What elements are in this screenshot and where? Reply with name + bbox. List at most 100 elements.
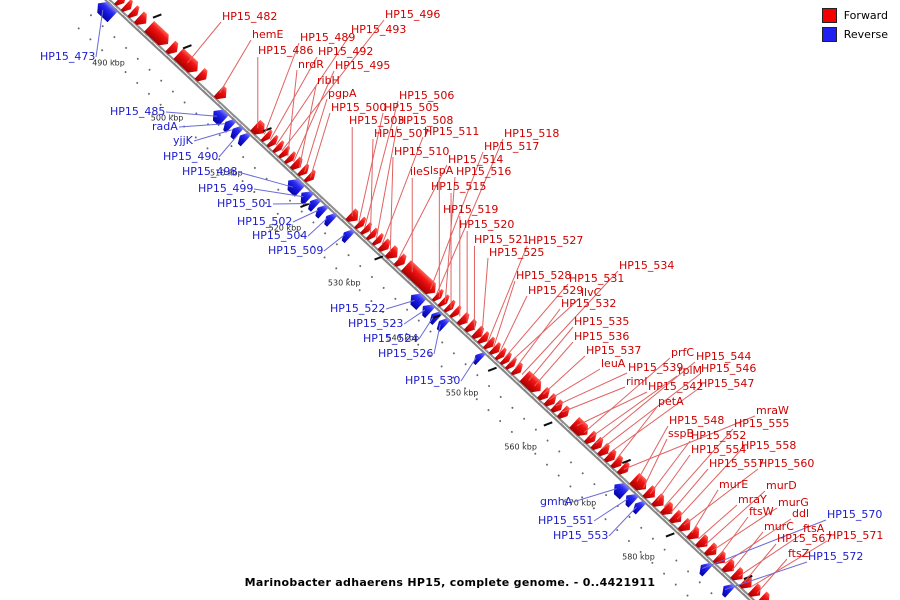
gene-label[interactable]: HP15_492 [318, 45, 374, 58]
gene-label[interactable]: HP15_522 [330, 302, 386, 315]
gene-label[interactable]: rplM [678, 364, 703, 377]
gene-label[interactable]: HP15_528 [516, 269, 572, 282]
gene-label[interactable]: HP15_558 [741, 439, 797, 452]
gene-label[interactable]: HP15_526 [378, 347, 434, 360]
gene-label[interactable]: rimI [626, 375, 648, 388]
gene-label[interactable]: HP15_473 [40, 50, 96, 63]
minor-tick-dot [171, 90, 175, 93]
gene-label[interactable]: HP15_570 [827, 508, 883, 521]
gene-label[interactable]: HP15_518 [504, 127, 560, 140]
label-leader-line [698, 504, 738, 540]
gene-label[interactable]: HP15_521 [474, 233, 530, 246]
gene-label[interactable]: ftsZ [788, 547, 810, 560]
label-leader-line [562, 386, 626, 413]
gene-label[interactable]: HP15_499 [198, 182, 254, 195]
gene-label[interactable]: HP15_553 [553, 529, 609, 542]
gene-label[interactable]: HP15_560 [759, 457, 815, 470]
minor-tick-dot [148, 68, 151, 72]
minor-tick-dot [124, 46, 128, 50]
gene-label[interactable]: radA [152, 120, 178, 133]
gene-label[interactable]: HP15_516 [456, 165, 512, 178]
gene-arrow-forward[interactable] [144, 21, 173, 50]
gene-label[interactable]: HP15_554 [691, 443, 747, 456]
gene-label[interactable]: HP15_495 [335, 59, 391, 72]
gene-label[interactable]: HP15_555 [734, 417, 790, 430]
gene-label[interactable]: HP15_552 [691, 429, 747, 442]
label-leader-line [555, 372, 628, 407]
gene-label[interactable]: HP15_537 [586, 344, 642, 357]
gene-label[interactable]: HP15_539 [628, 361, 684, 374]
gene-label[interactable]: HP15_527 [528, 234, 584, 247]
gene-label[interactable]: murE [719, 478, 749, 491]
gene-label[interactable]: HP15_517 [484, 140, 540, 153]
label-leader-line [657, 454, 691, 501]
gene-label[interactable]: HP15_532 [561, 297, 617, 310]
gene-label[interactable]: HP15_482 [222, 10, 278, 23]
gene-label[interactable]: mraW [756, 404, 789, 417]
gene-label[interactable]: HP15_510 [394, 145, 450, 158]
gene-label[interactable]: prfC [671, 346, 695, 359]
gene-label[interactable]: HP15_567 [777, 532, 833, 545]
gene-label[interactable]: HP15_548 [669, 414, 725, 427]
minor-tick-dot [253, 166, 257, 170]
gene-label[interactable]: HP15_503 [349, 114, 405, 127]
gene-label[interactable]: HP15_506 [399, 89, 455, 102]
gene-label[interactable]: HP15_524 [363, 332, 419, 345]
gene-label[interactable]: murG [778, 496, 809, 509]
label-leader-line [548, 368, 601, 401]
gene-label[interactable]: HP15_519 [443, 203, 499, 216]
gene-label[interactable]: HP15_498 [182, 165, 238, 178]
minor-tick-dot [592, 506, 596, 510]
gene-label[interactable]: HP15_531 [569, 272, 625, 285]
gene-label[interactable]: HP15_502 [237, 215, 293, 228]
gene-label[interactable]: gmhA [540, 495, 573, 508]
gene-label[interactable]: murD [766, 479, 797, 492]
gene-label[interactable]: HP15_486 [258, 44, 314, 57]
gene-arrow-forward[interactable] [173, 48, 202, 77]
gene-label[interactable]: HP15_508 [398, 114, 454, 127]
gene-label[interactable]: HP15_496 [385, 8, 441, 21]
gene-label[interactable]: HP15_525 [489, 246, 545, 259]
gene-label[interactable]: HP15_544 [696, 350, 752, 363]
gene-label[interactable]: ileS [410, 165, 430, 178]
gene-label[interactable]: ftsW [749, 505, 774, 518]
gene-label[interactable]: HP15_485 [110, 105, 166, 118]
gene-label[interactable]: HP15_530 [405, 374, 461, 387]
gene-label[interactable]: HP15_529 [528, 284, 584, 297]
gene-label[interactable]: HP15_490 [163, 150, 219, 163]
gene-label[interactable]: HP15_504 [252, 229, 308, 242]
gene-label[interactable]: HP15_507 [374, 127, 430, 140]
gene-label[interactable]: pgpA [328, 87, 357, 100]
gene-label[interactable]: HP15_520 [459, 218, 515, 231]
gene-label[interactable]: ribH [317, 74, 340, 87]
gene-label[interactable]: yjjK [173, 134, 193, 147]
gene-label[interactable]: HP15_551 [538, 514, 594, 527]
gene-label[interactable]: HP15_500 [331, 101, 387, 114]
gene-label[interactable]: HP15_501 [217, 197, 273, 210]
gene-label[interactable]: HP15_547 [699, 377, 755, 390]
gene-label[interactable]: lspA [430, 164, 454, 177]
axis-tick-label: 550 kbp [445, 388, 479, 398]
gene-label[interactable]: petA [658, 395, 684, 408]
gene-label[interactable]: leuA [601, 357, 626, 370]
gene-label[interactable]: HP15_557 [709, 457, 765, 470]
gene-label[interactable]: HP15_509 [268, 244, 324, 257]
gene-label[interactable]: HP15_572 [808, 550, 864, 563]
gene-label[interactable]: HP15_493 [351, 23, 407, 36]
gene-label[interactable]: HP15_489 [300, 31, 356, 44]
gene-label[interactable]: nrdR [298, 58, 324, 71]
gene-label[interactable]: HP15_523 [348, 317, 404, 330]
gene-label[interactable]: HP15_571 [828, 529, 884, 542]
minor-tick-dot [183, 101, 187, 104]
gene-label[interactable]: HP15_542 [648, 380, 704, 393]
gene-label[interactable]: hemE [252, 28, 284, 41]
gene-label[interactable]: HP15_505 [384, 101, 440, 114]
gene-label[interactable]: HP15_536 [574, 330, 630, 343]
gene-label[interactable]: HP15_535 [574, 315, 630, 328]
label-leader-line [403, 309, 426, 325]
gene-label[interactable]: HP15_515 [431, 180, 487, 193]
gene-label[interactable]: ddl [792, 507, 810, 520]
gene-label[interactable]: HP15_546 [701, 362, 757, 375]
gene-label[interactable]: HP15_534 [619, 259, 675, 272]
gene-label[interactable]: HP15_511 [424, 125, 480, 138]
